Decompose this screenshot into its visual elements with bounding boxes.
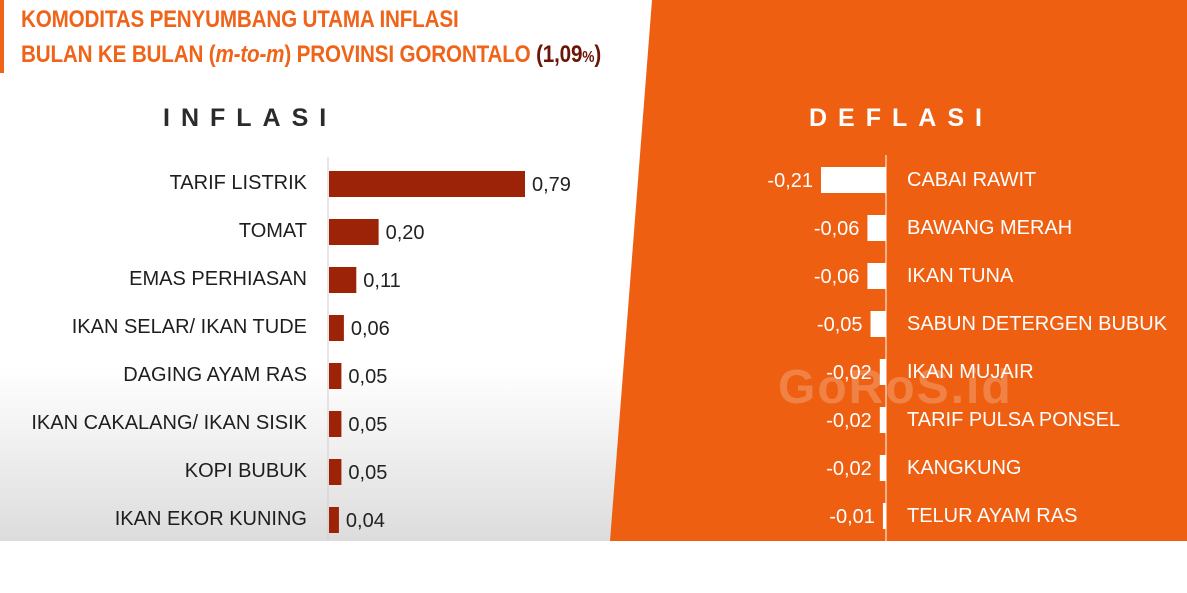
deflasi-bar: [867, 215, 886, 241]
inflasi-category-label: DAGING AYAM RAS: [123, 364, 307, 386]
deflasi-category-label: BAWANG MERAH: [907, 217, 1072, 239]
inflasi-bar: [329, 219, 379, 245]
inflasi-value-label: 0,79: [532, 174, 571, 196]
deflasi-value-label: -0,02: [826, 410, 872, 432]
inflasi-category-label: IKAN EKOR KUNING: [115, 508, 307, 530]
deflasi-category-label: CABAI RAWIT: [907, 169, 1036, 191]
inflasi-value-label: 0,05: [348, 414, 387, 436]
inflasi-value-label: 0,05: [348, 366, 387, 388]
title-accent-bar: [0, 0, 4, 73]
deflasi-bar: [870, 311, 886, 337]
inflasi-bar: [329, 459, 342, 485]
deflasi-bar: [879, 407, 886, 433]
inflasi-bar: [329, 171, 525, 197]
deflasi-bar: [821, 167, 886, 193]
deflasi-category-label: TARIF PULSA PONSEL: [907, 409, 1120, 431]
deflasi-value-label: -0,05: [817, 314, 863, 336]
title-line-2-italic: m-to-m: [215, 41, 285, 68]
inflasi-category-label: KOPI BUBUK: [185, 460, 308, 482]
inflasi-category-label: TOMAT: [239, 220, 307, 242]
inflasi-value-label: 0,06: [351, 318, 390, 340]
inflasi-category-label: TARIF LISTRIK: [170, 172, 308, 194]
chart-title-line-2: BULAN KE BULAN (m-to-m) PROVINSI GORONTA…: [21, 41, 601, 69]
inflasi-category-label: IKAN SELAR/ IKAN TUDE: [72, 316, 307, 338]
deflasi-value-label: -0,06: [814, 266, 860, 288]
deflasi-value-label: -0,02: [826, 362, 872, 384]
inflasi-category-label: IKAN CAKALANG/ IKAN SISIK: [31, 412, 307, 434]
deflasi-section-heading: DEFLASI: [809, 104, 993, 132]
inflasi-value-label: 0,04: [346, 510, 385, 532]
deflasi-bar: [867, 263, 886, 289]
deflasi-category-label: IKAN MUJAIR: [907, 361, 1034, 383]
inflasi-value-label: 0,11: [363, 270, 400, 292]
inflasi-bar: [329, 507, 339, 533]
deflasi-panel-background: [610, 0, 1187, 541]
deflasi-value-label: -0,21: [767, 170, 813, 192]
inflasi-bar: [329, 267, 357, 293]
inflasi-bar: [329, 363, 342, 389]
deflasi-value-label: -0,06: [814, 218, 860, 240]
inflation-total-value: (1,09: [536, 41, 583, 68]
inflation-deflation-bar-chart: 0,79 TARIF LISTRIK 0,20 TOMAT 0,11 EMAS PERHI…: [31, 155, 1168, 541]
inflasi-value-label: 0,20: [386, 222, 425, 244]
inflasi-section-heading: INFLASI: [163, 104, 338, 132]
inflasi-value-label: 0,05: [348, 462, 387, 484]
deflasi-category-label: TELUR AYAM RAS: [907, 505, 1077, 527]
chart-title-line-1: KOMODITAS PENYUMBANG UTAMA INFLASI: [21, 6, 459, 34]
deflasi-value-label: -0,02: [826, 458, 872, 480]
deflasi-category-label: IKAN TUNA: [907, 265, 1014, 287]
watermark-logo: GoRoS.id: [778, 361, 1013, 414]
deflasi-bar: [879, 359, 886, 385]
deflasi-category-label: KANGKUNG: [907, 457, 1021, 479]
deflasi-bar: [879, 455, 886, 481]
title-line-2-prefix: BULAN KE BULAN (: [21, 41, 216, 68]
inflasi-bar: [329, 411, 342, 437]
inflation-total-percent: %: [582, 49, 595, 66]
inflasi-bar: [329, 315, 344, 341]
title-line-2-mid: ) PROVINSI GORONTALO: [284, 41, 537, 68]
deflasi-category-label: SABUN DETERGEN BUBUK: [907, 313, 1168, 335]
inflation-total-close: ): [594, 41, 602, 68]
title-line-1-text: KOMODITAS PENYUMBANG UTAMA INFLASI: [21, 6, 459, 33]
deflasi-value-label: -0,01: [829, 506, 875, 528]
inflasi-category-label: EMAS PERHIASAN: [129, 268, 307, 290]
deflasi-bar: [882, 503, 886, 529]
